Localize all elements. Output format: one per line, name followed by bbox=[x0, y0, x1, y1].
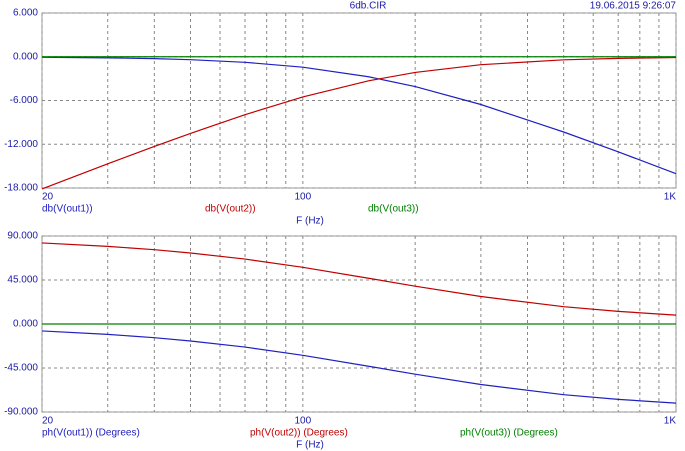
series-line bbox=[41, 242, 677, 316]
legend-label: db(V(out1)) bbox=[42, 204, 93, 215]
y-tick-label: 6.000 bbox=[13, 8, 38, 19]
x-axis-title: F (Hz) bbox=[296, 440, 324, 451]
y-tick-label: -90.000 bbox=[4, 407, 38, 418]
x-tick-label: 100 bbox=[294, 416, 311, 427]
legend-label: ph(V(out2)) (Degrees) bbox=[250, 428, 348, 439]
y-tick-label: 0.000 bbox=[13, 319, 38, 330]
legend-label: ph(V(out1)) (Degrees) bbox=[42, 428, 140, 439]
x-axis-title: F (Hz) bbox=[296, 216, 324, 227]
legend-label: db(V(out2)) bbox=[205, 204, 256, 215]
y-tick-label: 0.000 bbox=[13, 51, 38, 62]
y-tick-label: 90.000 bbox=[7, 231, 38, 242]
series-line bbox=[41, 56, 677, 190]
series-line bbox=[41, 330, 677, 404]
file-title: 6db.CIR bbox=[350, 1, 387, 12]
x-tick-label: 20 bbox=[42, 416, 54, 427]
y-tick-label: -12.000 bbox=[4, 139, 38, 150]
legend-label: db(V(out3)) bbox=[368, 204, 419, 215]
series-line bbox=[41, 56, 677, 175]
x-tick-label: 100 bbox=[294, 192, 311, 203]
y-tick-label: -18.000 bbox=[4, 183, 38, 194]
y-tick-label: -6.000 bbox=[10, 95, 39, 106]
x-tick-label: 1K bbox=[664, 416, 677, 427]
y-tick-label: -45.000 bbox=[4, 363, 38, 374]
x-tick-label: 1K bbox=[664, 192, 677, 203]
y-tick-label: 45.000 bbox=[7, 275, 38, 286]
timestamp: 19.06.2015 9:26:07 bbox=[590, 1, 677, 12]
x-tick-label: 20 bbox=[42, 192, 54, 203]
legend-label: ph(V(out3)) (Degrees) bbox=[460, 428, 558, 439]
